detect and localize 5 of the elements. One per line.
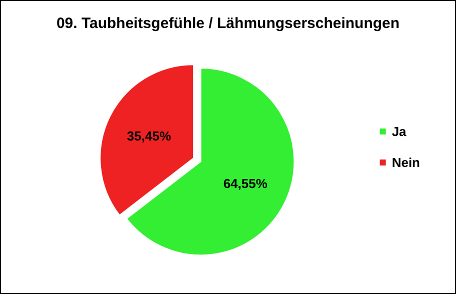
data-label: 64,55% <box>223 176 268 192</box>
legend-label: Nein <box>392 155 420 170</box>
data-label: 35,45% <box>126 128 172 144</box>
legend-label: Ja <box>392 124 408 139</box>
chart-title: 09. Taubheitsgefühle / Lähmungserscheinungen <box>56 15 400 32</box>
